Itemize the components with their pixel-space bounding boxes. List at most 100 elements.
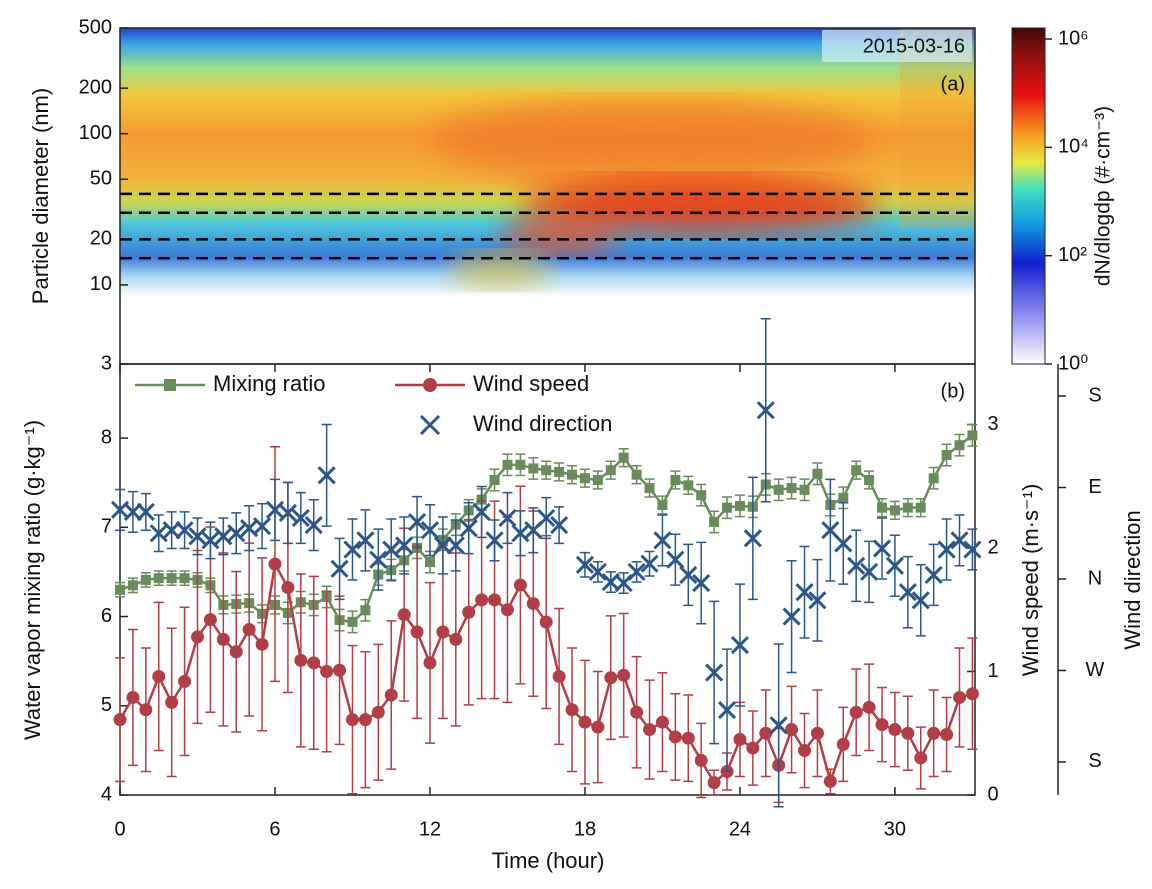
point bbox=[872, 539, 892, 558]
legend-label: Mixing ratio bbox=[213, 371, 325, 396]
point bbox=[175, 521, 194, 540]
y3-tick-label: N bbox=[1088, 567, 1102, 589]
point bbox=[785, 723, 799, 737]
date-annotation: 2015-03-16 bbox=[863, 35, 965, 57]
legend-marker bbox=[164, 379, 176, 391]
heatmap bbox=[120, 28, 975, 364]
point bbox=[526, 597, 540, 611]
point bbox=[162, 521, 181, 540]
y-tick-label: 500 bbox=[79, 16, 112, 38]
point bbox=[343, 540, 362, 559]
point bbox=[631, 469, 642, 480]
point bbox=[178, 674, 192, 688]
point bbox=[539, 615, 553, 629]
point bbox=[657, 499, 668, 510]
point bbox=[500, 603, 514, 617]
point bbox=[950, 531, 969, 550]
y-tick-label: 200 bbox=[79, 76, 112, 98]
point bbox=[449, 632, 463, 646]
y-tick-label: 7 bbox=[101, 516, 112, 538]
point bbox=[227, 524, 246, 543]
point bbox=[759, 726, 773, 740]
point bbox=[953, 690, 967, 704]
point bbox=[317, 466, 336, 485]
point bbox=[242, 623, 256, 637]
x-tick-label: 30 bbox=[884, 818, 906, 840]
y-tick-label: 4 bbox=[101, 783, 112, 805]
legend-label: Wind direction bbox=[473, 411, 612, 436]
point bbox=[967, 430, 978, 441]
point bbox=[462, 605, 476, 619]
point bbox=[655, 715, 669, 729]
x-tick-label: 6 bbox=[269, 818, 280, 840]
y-axis-label: Particle diameter (nm) bbox=[28, 88, 53, 304]
point bbox=[360, 605, 371, 616]
point bbox=[888, 723, 902, 737]
point bbox=[588, 562, 607, 581]
point bbox=[928, 473, 939, 484]
point bbox=[320, 665, 334, 679]
y3-tick-label: W bbox=[1086, 659, 1105, 681]
x-tick-label: 18 bbox=[574, 818, 596, 840]
point bbox=[717, 701, 737, 720]
y-tick-label: 3 bbox=[101, 352, 112, 374]
point bbox=[746, 741, 760, 755]
point bbox=[436, 625, 450, 639]
point bbox=[810, 726, 824, 740]
point bbox=[851, 465, 862, 476]
colorbar bbox=[1011, 27, 1046, 365]
point bbox=[552, 669, 566, 683]
point bbox=[849, 705, 863, 719]
point bbox=[834, 534, 853, 553]
point bbox=[515, 459, 526, 470]
point bbox=[786, 483, 797, 494]
point bbox=[799, 484, 810, 495]
point bbox=[528, 463, 539, 474]
point bbox=[782, 607, 801, 626]
point bbox=[166, 573, 177, 584]
point bbox=[229, 645, 243, 659]
point bbox=[188, 527, 207, 546]
point bbox=[153, 573, 164, 584]
point bbox=[707, 776, 721, 790]
point bbox=[578, 715, 592, 729]
point bbox=[627, 562, 646, 581]
point bbox=[605, 465, 616, 476]
point bbox=[345, 713, 359, 727]
point bbox=[513, 578, 527, 592]
point bbox=[644, 483, 655, 494]
point bbox=[567, 469, 578, 480]
point bbox=[382, 540, 401, 559]
point bbox=[733, 732, 747, 746]
point bbox=[397, 608, 411, 622]
point bbox=[550, 516, 569, 535]
point bbox=[565, 703, 579, 717]
point bbox=[537, 508, 556, 528]
x-tick-label: 24 bbox=[729, 818, 751, 840]
point bbox=[965, 687, 979, 701]
point bbox=[954, 440, 965, 451]
y-tick-label: 8 bbox=[101, 426, 112, 448]
point bbox=[709, 516, 720, 527]
colorbar-label: dN/dlogdp (#·cm⁻³) bbox=[1092, 106, 1115, 286]
panel-b-frame bbox=[119, 363, 976, 796]
point bbox=[123, 502, 142, 521]
point bbox=[591, 720, 605, 734]
point bbox=[475, 593, 489, 607]
point bbox=[914, 751, 928, 765]
point bbox=[722, 502, 733, 513]
point bbox=[433, 536, 452, 555]
point bbox=[485, 531, 504, 550]
point bbox=[356, 531, 375, 550]
point bbox=[592, 475, 603, 486]
point bbox=[369, 550, 388, 569]
x-tick-label: 12 bbox=[419, 818, 441, 840]
point bbox=[773, 484, 784, 495]
panel-label: (a) bbox=[941, 73, 965, 95]
point bbox=[489, 475, 500, 486]
point bbox=[579, 473, 590, 484]
y-tick-label: 6 bbox=[101, 605, 112, 627]
y2-tick-label: 3 bbox=[987, 413, 998, 435]
point bbox=[756, 401, 775, 420]
